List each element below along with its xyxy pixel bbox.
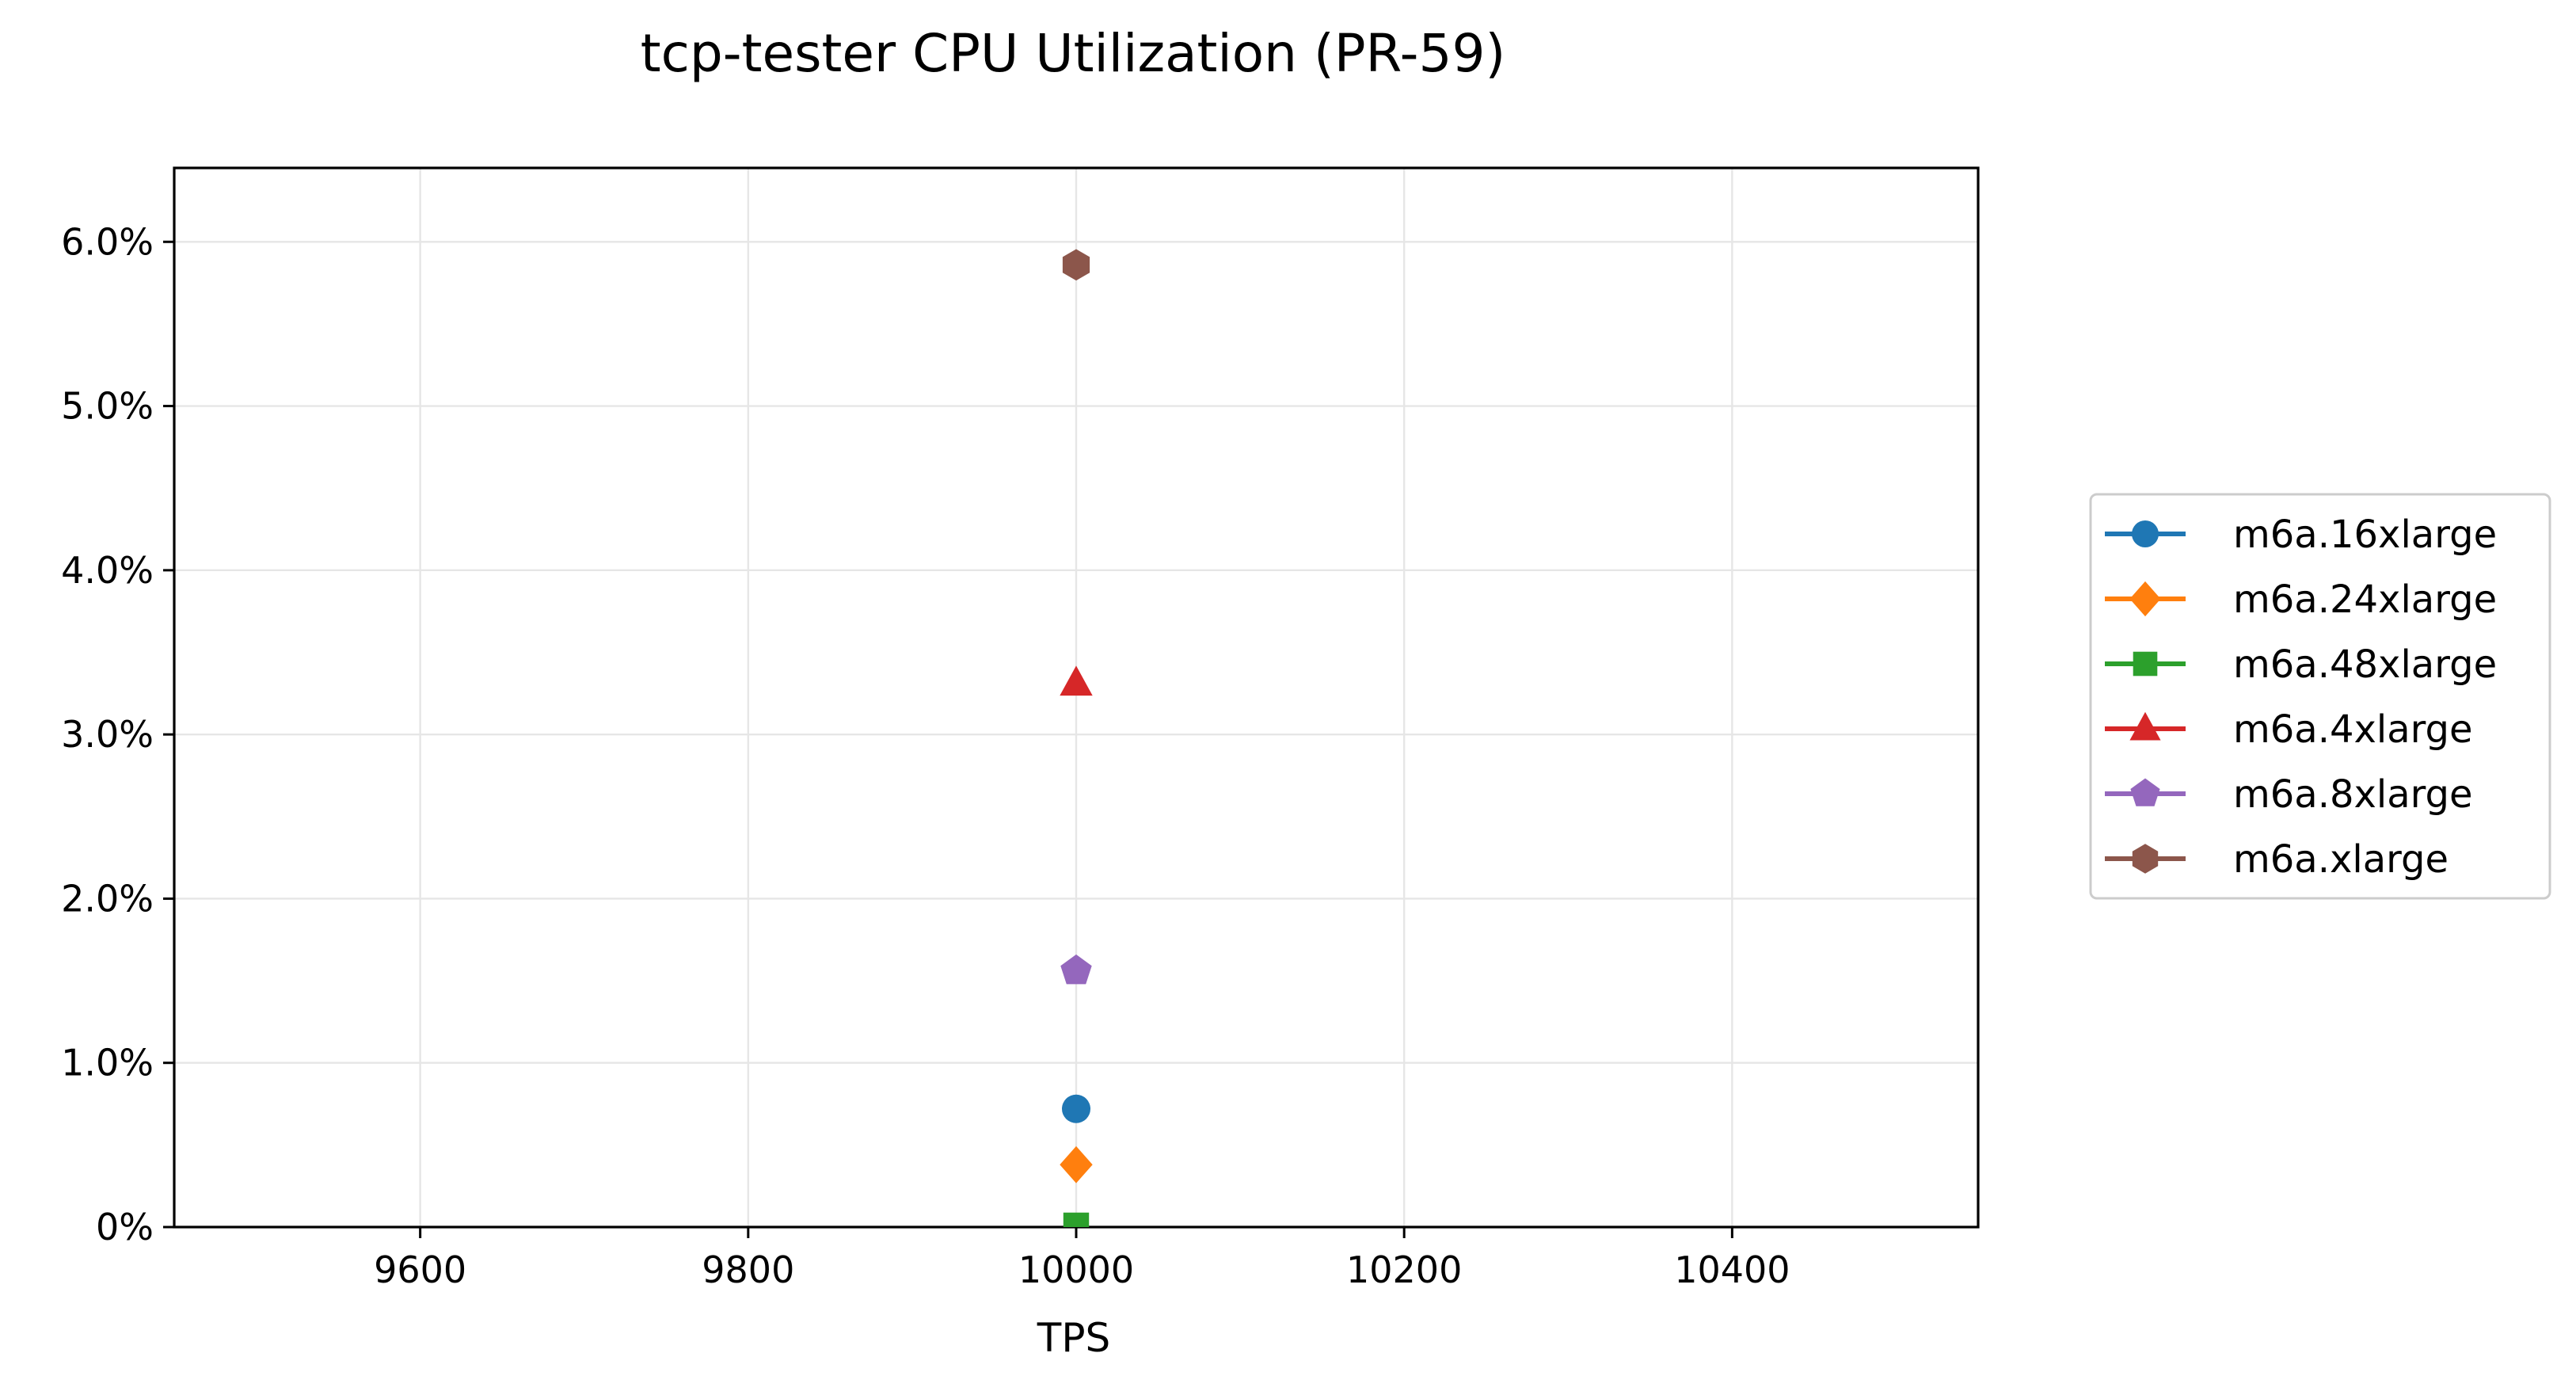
data-point-m6a-24xlarge (1060, 1145, 1093, 1183)
x-tick-label: 9600 (374, 1248, 466, 1291)
data-points (1060, 249, 1093, 1227)
y-tick-label: 3.0% (61, 713, 154, 756)
legend-label: m6a.xlarge (2233, 837, 2449, 882)
x-axis-label: TPS (1037, 1315, 1110, 1361)
data-point-m6a-xlarge (1062, 249, 1090, 281)
legend-label: m6a.16xlarge (2233, 513, 2497, 557)
data-point-m6a-48xlarge (1063, 1212, 1090, 1227)
x-tick-label: 10000 (1018, 1248, 1134, 1291)
legend-marker (2133, 651, 2158, 677)
x-tick-label: 10400 (1674, 1248, 1790, 1291)
legend-marker (2129, 711, 2161, 741)
axes: 9600 9800 10000 10200 10400 0% 1.0% 2.0% 3.0% 4.0… (61, 166, 1980, 1291)
legend-label: m6a.24xlarge (2233, 577, 2497, 622)
y-tick-label: 1.0% (61, 1042, 154, 1084)
legend-marker (2132, 520, 2159, 547)
legend-box (2089, 493, 2551, 900)
legend-marker (2130, 778, 2160, 806)
x-tick-label: 9800 (702, 1248, 794, 1291)
legend-marker (2129, 581, 2161, 617)
y-tick-label: 2.0% (61, 877, 154, 920)
data-point-m6a-16xlarge (1062, 1094, 1090, 1123)
legend-label: m6a.8xlarge (2233, 772, 2473, 817)
y-tick-label: 0% (96, 1206, 154, 1248)
y-tick-label: 5.0% (61, 385, 154, 428)
grid-lines (174, 168, 1978, 1229)
y-tick-label: 4.0% (61, 549, 154, 592)
y-tick-label: 6.0% (61, 220, 154, 263)
chart-title: tcp-tester CPU Utilization (PR-59) (641, 23, 1505, 84)
data-point-m6a-4xlarge (1060, 665, 1093, 696)
x-tick-label: 10200 (1346, 1248, 1462, 1291)
data-point-m6a-8xlarge (1060, 954, 1092, 985)
series-group (1060, 249, 1093, 1227)
legend-label: m6a.4xlarge (2233, 707, 2473, 752)
legend-marker (2132, 844, 2159, 874)
legend-label: m6a.48xlarge (2233, 642, 2497, 687)
legend: m6a.16xlarge m6a.24xlarge m6a.48xlarge m6a.… (2089, 493, 2551, 900)
